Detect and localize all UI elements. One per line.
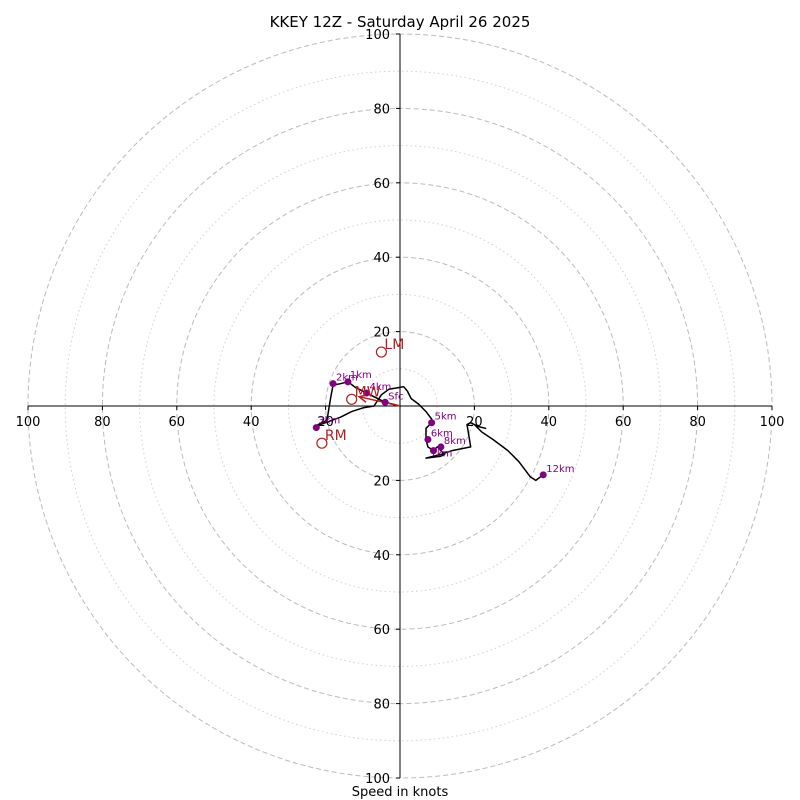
y-tick-label: 80 [373,102,390,117]
storm-motion-marker [316,437,328,449]
height-point [363,389,371,397]
height-label: 6km [431,428,453,439]
wind-trace-group [313,381,544,482]
storm-motion-label: RM [325,428,347,444]
storm-motion-marker [346,393,358,405]
chart-title: KKEY 12Z - Saturday April 26 2025 [270,13,531,31]
x-tick-label: 60 [615,415,632,430]
height-point [539,471,547,479]
wind-trace [313,381,544,482]
y-tick-label: 60 [373,177,390,192]
storm-motion-marker [375,346,387,358]
storm-motion-markers: LM RM MW [316,337,404,449]
height-label: 4km [370,382,392,393]
height-point [381,398,389,406]
height-label: 2km [336,373,358,384]
x-tick-label: 80 [689,415,706,430]
x-tick-label: 100 [16,415,41,430]
x-tick-label: 40 [541,415,558,430]
storm-motion-label: MW [355,384,381,400]
height-label: 5km [435,412,457,423]
height-point [312,424,320,432]
height-label: 12km [546,464,574,475]
y-tick-label: 20 [373,326,390,341]
y-tick-label: 40 [373,251,390,266]
height-label: 1km [350,370,372,381]
y-tick-label: 20 [373,474,390,489]
height-point [344,378,352,386]
x-axis-label: Speed in knots [352,785,449,800]
height-point [329,380,337,388]
height-point [437,443,445,451]
height-point [429,447,437,455]
y-tick-label: 100 [365,772,390,787]
axis-ticks: 1001008080606040402020202040406060808010… [16,28,785,787]
x-tick-label: 80 [94,415,111,430]
mean-shear-arrow [358,395,401,407]
x-tick-label: 100 [760,415,785,430]
y-tick-label: 60 [373,623,390,638]
y-tick-label: 100 [365,28,390,43]
height-point [424,435,432,443]
height-label: Sfc [388,391,403,402]
y-tick-label: 40 [373,549,390,564]
y-tick-label: 80 [373,698,390,713]
height-point [428,419,436,427]
height-label: 8km [444,436,466,447]
height-label: 3km [318,416,340,427]
x-tick-label: 60 [169,415,186,430]
storm-motion-label: LM [384,337,404,353]
height-label: 7km [430,449,452,460]
x-tick-label: 40 [243,415,260,430]
